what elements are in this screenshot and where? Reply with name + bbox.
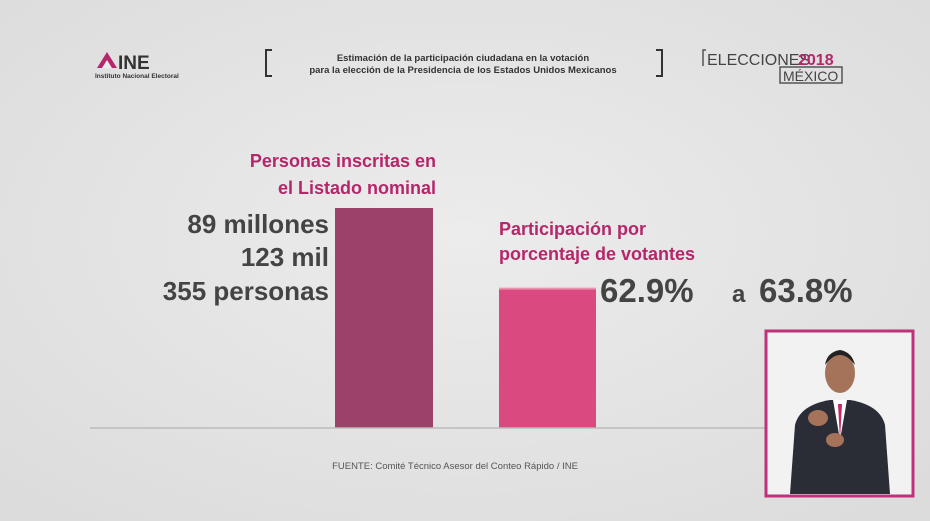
logo: INE Instituto Nacional Electoral — [95, 52, 179, 80]
brand-country: MÉXICO — [783, 68, 838, 84]
bar — [499, 289, 596, 428]
source: FUENTE: Comité Técnico Asesor del Conteo… — [332, 461, 578, 472]
participation-label: Participación por — [499, 219, 646, 239]
bracket-right — [656, 49, 663, 77]
header-title: Estimación de la participación ciudadana… — [337, 53, 590, 64]
nominal-value-label: 89 millones — [187, 209, 329, 239]
participation-low-label: 62.9% — [600, 272, 694, 309]
brand-year: 2018 — [798, 52, 834, 69]
nominal-value-label: 355 personas — [163, 276, 329, 306]
brand-box — [779, 66, 843, 84]
participation-connector: a — [732, 281, 746, 308]
participation-high-label: 63.8% — [759, 272, 853, 309]
bar — [335, 208, 433, 428]
nominal-value-label: 123 mil — [241, 242, 329, 272]
nominal-label: el Listado nominal — [278, 178, 436, 198]
interpreter-inset — [764, 329, 915, 498]
brand-frame — [702, 49, 706, 66]
brand: ELECCIONES — [707, 52, 810, 69]
logo-subtitle: Instituto Nacional Electoral — [95, 73, 179, 80]
nominal-label: Personas inscritas en — [250, 151, 436, 171]
bracket-left — [265, 49, 272, 77]
header-title: para la elección de la Presidencia de lo… — [309, 65, 616, 76]
logo-text: INE — [118, 53, 150, 74]
participation-label: porcentaje de votantes — [499, 244, 695, 264]
